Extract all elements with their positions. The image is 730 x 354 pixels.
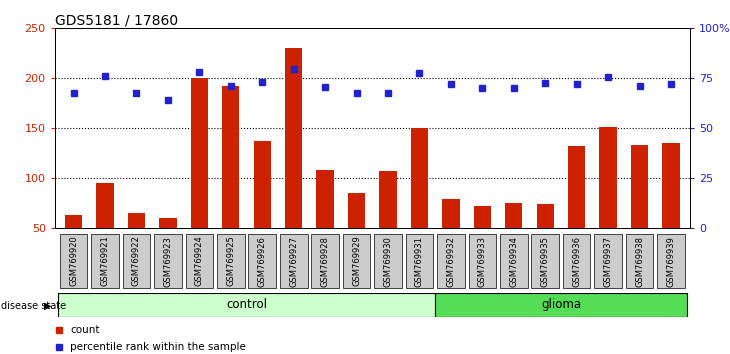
FancyBboxPatch shape (248, 234, 276, 288)
Text: GSM769938: GSM769938 (635, 235, 644, 287)
Text: GSM769933: GSM769933 (478, 235, 487, 287)
Text: GSM769930: GSM769930 (383, 236, 393, 286)
Text: GSM769920: GSM769920 (69, 236, 78, 286)
Text: ▶: ▶ (45, 301, 52, 310)
Text: GSM769936: GSM769936 (572, 235, 581, 287)
FancyBboxPatch shape (343, 234, 370, 288)
FancyBboxPatch shape (58, 293, 435, 317)
FancyBboxPatch shape (91, 234, 119, 288)
FancyBboxPatch shape (469, 234, 496, 288)
Bar (411, 129, 428, 228)
FancyBboxPatch shape (626, 234, 653, 288)
Bar (128, 213, 145, 228)
Bar (222, 86, 239, 228)
Bar (96, 183, 114, 228)
Text: count: count (70, 325, 99, 335)
Bar (285, 48, 302, 228)
Bar (537, 204, 554, 228)
Text: GSM769935: GSM769935 (541, 236, 550, 286)
Text: GSM769931: GSM769931 (415, 236, 424, 286)
Text: GSM769927: GSM769927 (289, 236, 298, 286)
FancyBboxPatch shape (435, 293, 687, 317)
Bar (348, 193, 365, 228)
Bar (253, 141, 271, 228)
Text: GSM769932: GSM769932 (447, 236, 456, 286)
FancyBboxPatch shape (280, 234, 307, 288)
Text: GSM769929: GSM769929 (352, 236, 361, 286)
Text: GDS5181 / 17860: GDS5181 / 17860 (55, 13, 178, 27)
Text: glioma: glioma (541, 298, 581, 311)
Bar (505, 203, 523, 228)
Text: GSM769939: GSM769939 (666, 236, 675, 286)
Text: GSM769923: GSM769923 (164, 236, 172, 286)
Bar (317, 170, 334, 228)
Text: GSM769922: GSM769922 (132, 236, 141, 286)
FancyBboxPatch shape (657, 234, 685, 288)
FancyBboxPatch shape (594, 234, 622, 288)
Text: GSM769934: GSM769934 (510, 236, 518, 286)
Text: GSM769937: GSM769937 (604, 235, 612, 287)
Text: control: control (226, 298, 267, 311)
FancyBboxPatch shape (217, 234, 245, 288)
Bar (599, 127, 617, 228)
Bar (474, 206, 491, 228)
Bar (631, 145, 648, 228)
FancyBboxPatch shape (311, 234, 339, 288)
Bar (442, 199, 460, 228)
FancyBboxPatch shape (406, 234, 434, 288)
Text: GSM769921: GSM769921 (101, 236, 110, 286)
Text: GSM769928: GSM769928 (320, 236, 330, 286)
Text: percentile rank within the sample: percentile rank within the sample (70, 342, 246, 352)
FancyBboxPatch shape (563, 234, 591, 288)
Bar (191, 78, 208, 228)
FancyBboxPatch shape (374, 234, 402, 288)
FancyBboxPatch shape (185, 234, 213, 288)
Text: GSM769924: GSM769924 (195, 236, 204, 286)
FancyBboxPatch shape (123, 234, 150, 288)
Text: disease state: disease state (1, 301, 66, 310)
FancyBboxPatch shape (437, 234, 465, 288)
Text: GSM769925: GSM769925 (226, 236, 235, 286)
Bar (159, 218, 177, 228)
FancyBboxPatch shape (531, 234, 559, 288)
FancyBboxPatch shape (60, 234, 88, 288)
FancyBboxPatch shape (154, 234, 182, 288)
FancyBboxPatch shape (500, 234, 528, 288)
Text: GSM769926: GSM769926 (258, 236, 266, 286)
Bar (568, 146, 585, 228)
Bar (380, 171, 396, 228)
Bar (65, 215, 82, 228)
Bar (662, 143, 680, 228)
